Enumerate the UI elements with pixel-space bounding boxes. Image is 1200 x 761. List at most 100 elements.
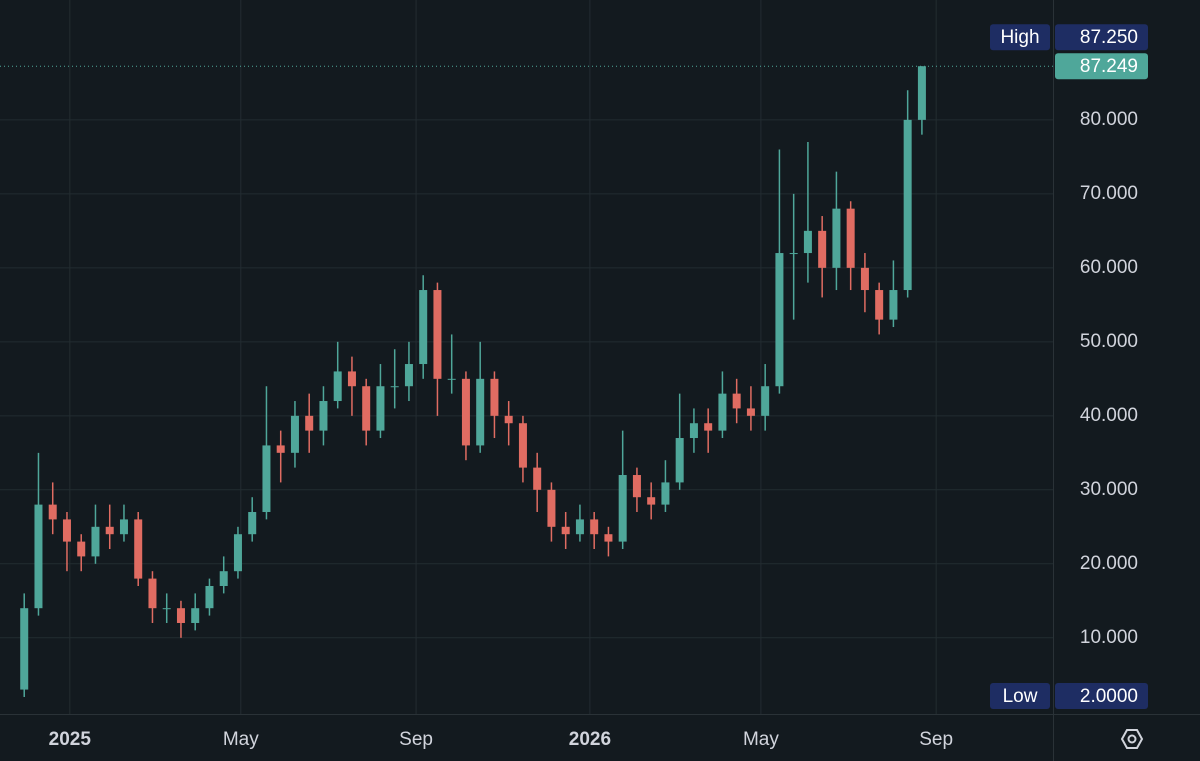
candle-body [433,290,442,379]
candle [148,571,157,623]
candle [618,430,627,550]
candle-body [461,378,470,446]
candle-body [419,290,428,365]
y-tick-label: 30.000 [1080,479,1138,500]
x-tick-label: May [743,729,779,750]
high_marker-value: 87.250 [1080,27,1138,48]
candle-body [276,445,285,453]
candle [875,282,884,335]
settings-icon [1120,729,1144,749]
candle-body [390,386,399,388]
candle-body [818,230,827,268]
candle [476,341,485,453]
candle-body [219,571,228,586]
candle-body [632,475,641,498]
last-price-box [1055,53,1148,80]
candle [647,482,656,520]
candle [704,408,713,453]
candle [162,593,171,623]
candle [561,512,570,550]
candle [34,452,43,616]
candle-body [134,519,143,579]
high_marker-value-box [1055,24,1148,51]
x-tick-label: May [223,729,259,750]
candle [248,497,257,542]
candle-body [148,578,157,609]
candle [48,482,57,535]
candle [305,393,314,453]
candle [290,401,299,468]
candle [433,282,442,416]
candle-body [803,230,812,254]
candle [775,149,784,394]
candle-body [889,290,898,320]
candle-body [476,378,485,446]
settings-icon-center [1127,734,1137,744]
candle [604,526,613,557]
candle-body [504,415,513,424]
candle-body [561,526,570,535]
candle [889,260,898,328]
candle-body [618,475,627,542]
low_marker-value-box [1055,682,1148,709]
candle-body [376,386,385,431]
candle [533,452,542,513]
candle-body [518,423,527,468]
candle [276,430,285,483]
candle [119,504,128,542]
candle [333,341,342,409]
settings-button[interactable] [1120,729,1144,749]
candle [362,378,371,446]
last-price-label: 87.249 [1080,56,1138,77]
candle [860,253,869,313]
candle [347,356,356,416]
candle [803,142,812,283]
candle [262,386,271,520]
candle [590,512,599,550]
high_marker-name-box [990,24,1050,51]
low_marker-name-box [990,682,1050,709]
y-tick-label: 70.000 [1080,183,1138,204]
candle [675,393,684,490]
y-tick-label: 60.000 [1080,257,1138,278]
candle [490,371,499,439]
candle-body [305,415,314,431]
candle-body [490,378,499,416]
candle-body [205,585,214,609]
candle-body [91,526,100,557]
candle [504,401,513,446]
candle-body [775,253,784,387]
candle-body [761,386,770,416]
candle-body [789,253,798,255]
candle [917,66,926,135]
candle-body [77,541,86,557]
x-tick-label: 2026 [569,729,611,750]
candle [746,386,755,431]
candle [404,341,413,402]
candle [62,512,71,572]
candle [390,349,399,409]
candle [832,171,841,291]
low_marker-value: 2.0000 [1080,686,1138,707]
candle [718,371,727,439]
candle-body [718,393,727,431]
candle [91,504,100,564]
candle [447,334,456,394]
candle [632,467,641,513]
candle-body [846,208,855,268]
candle [846,201,855,291]
candle [689,408,698,453]
candle-body [176,608,185,623]
candle-body [903,119,912,291]
candle [205,578,214,616]
candle-body [48,504,57,520]
y-tick-label: 50.000 [1080,331,1138,352]
candle-body [347,371,356,387]
candle [518,415,527,483]
candle [575,504,584,542]
candle-body [604,534,613,542]
candle-body [689,423,698,439]
candle [219,556,228,594]
candle [732,378,741,424]
